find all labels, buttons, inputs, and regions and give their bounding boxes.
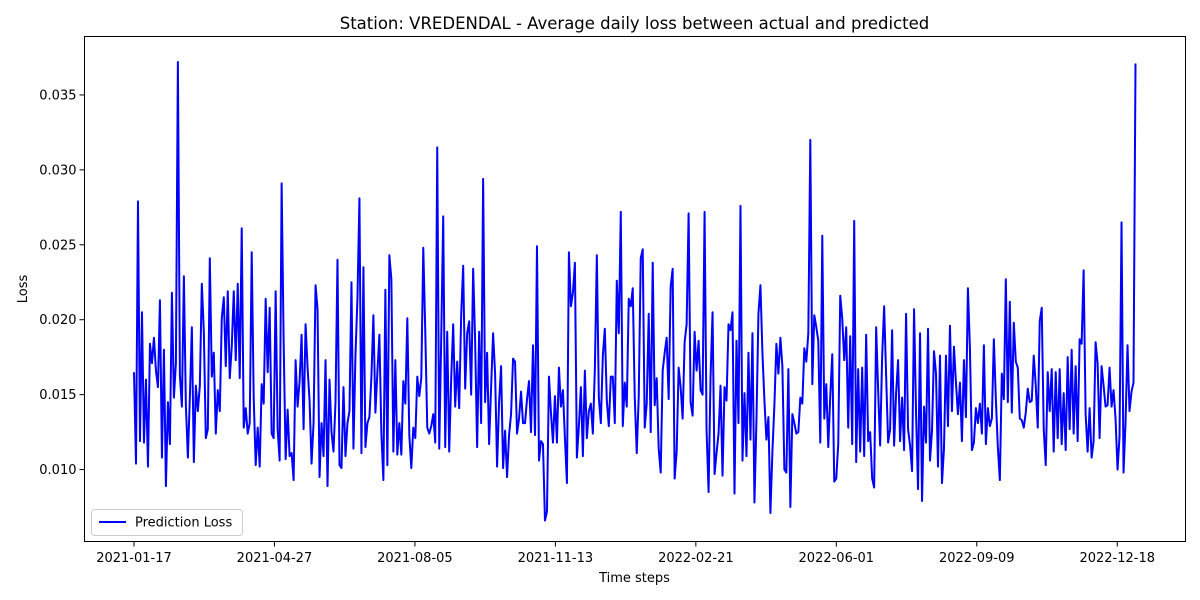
series-line-prediction-loss (133, 60, 1137, 522)
legend-box (91, 509, 243, 536)
y-tick-label: 0.015 (39, 388, 76, 403)
y-tick-label: 0.020 (39, 313, 76, 328)
y-tick-label: 0.030 (39, 163, 76, 178)
x-tick-label: 2021-01-17 (96, 551, 172, 566)
x-tick-label: 2021-11-13 (518, 551, 594, 566)
plot-area-frame (84, 36, 1186, 542)
y-tick-label: 0.035 (39, 88, 76, 103)
axis-ticks: 2021-01-17 2021-04-27 2021-08-05 2021-11-13… (39, 88, 1155, 566)
legend-label: Prediction Loss (135, 516, 232, 531)
y-axis-label: Loss (16, 275, 31, 304)
x-tick-label: 2022-09-09 (939, 551, 1015, 566)
x-axis-label: Time steps (598, 571, 670, 586)
chart-title: Station: VREDENDAL - Average daily loss … (340, 14, 930, 33)
y-tick-label: 0.010 (39, 463, 76, 478)
x-tick-label: 2022-02-21 (658, 551, 734, 566)
legend: Prediction Loss (91, 509, 243, 536)
y-tick-label: 0.025 (39, 238, 76, 253)
x-tick-label: 2022-06-01 (799, 551, 875, 566)
x-tick-label: 2021-04-27 (237, 551, 313, 566)
series-group (133, 60, 1137, 522)
x-tick-label: 2021-08-05 (377, 551, 453, 566)
x-tick-label: 2022-12-18 (1079, 551, 1155, 566)
